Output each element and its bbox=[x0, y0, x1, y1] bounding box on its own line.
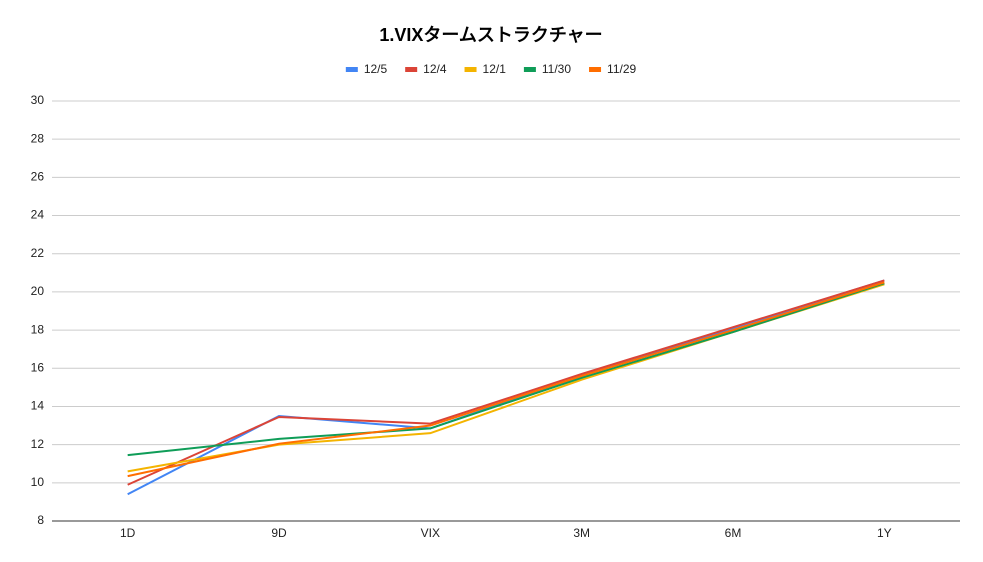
y-tick-label: 14 bbox=[31, 399, 45, 413]
legend-label: 12/4 bbox=[423, 62, 447, 76]
legend-label: 11/30 bbox=[542, 62, 571, 76]
legend-swatch bbox=[589, 67, 602, 72]
y-tick-label: 28 bbox=[31, 131, 45, 145]
y-tick-label: 24 bbox=[31, 208, 45, 222]
legend-label: 11/29 bbox=[607, 62, 636, 76]
y-tick-label: 30 bbox=[31, 93, 45, 107]
y-tick-label: 22 bbox=[31, 246, 45, 260]
legend-label: 12/1 bbox=[483, 62, 507, 76]
legend-swatch bbox=[464, 67, 477, 72]
legend-swatch bbox=[405, 67, 418, 72]
x-tick-label: 1D bbox=[120, 526, 136, 540]
y-tick-label: 10 bbox=[31, 475, 45, 489]
y-tick-label: 18 bbox=[31, 322, 45, 336]
x-tick-label: 9D bbox=[271, 526, 287, 540]
x-tick-label: 6M bbox=[725, 526, 742, 540]
y-tick-label: 16 bbox=[31, 360, 45, 374]
x-tick-label: 3M bbox=[573, 526, 590, 540]
legend-swatch bbox=[345, 67, 358, 72]
series-line bbox=[127, 279, 885, 486]
y-tick-label: 8 bbox=[37, 513, 44, 527]
chart-title: 1.VIXタームストラクチャー bbox=[379, 25, 602, 45]
x-tick-label: 1Y bbox=[877, 526, 892, 540]
legend-swatch bbox=[523, 67, 536, 72]
y-tick-label: 26 bbox=[31, 170, 45, 184]
series-line bbox=[127, 281, 885, 478]
series-line bbox=[127, 282, 885, 457]
y-tick-label: 20 bbox=[31, 284, 45, 298]
x-tick-label: VIX bbox=[421, 526, 440, 540]
legend-label: 12/5 bbox=[364, 62, 388, 76]
y-tick-label: 12 bbox=[31, 437, 45, 451]
